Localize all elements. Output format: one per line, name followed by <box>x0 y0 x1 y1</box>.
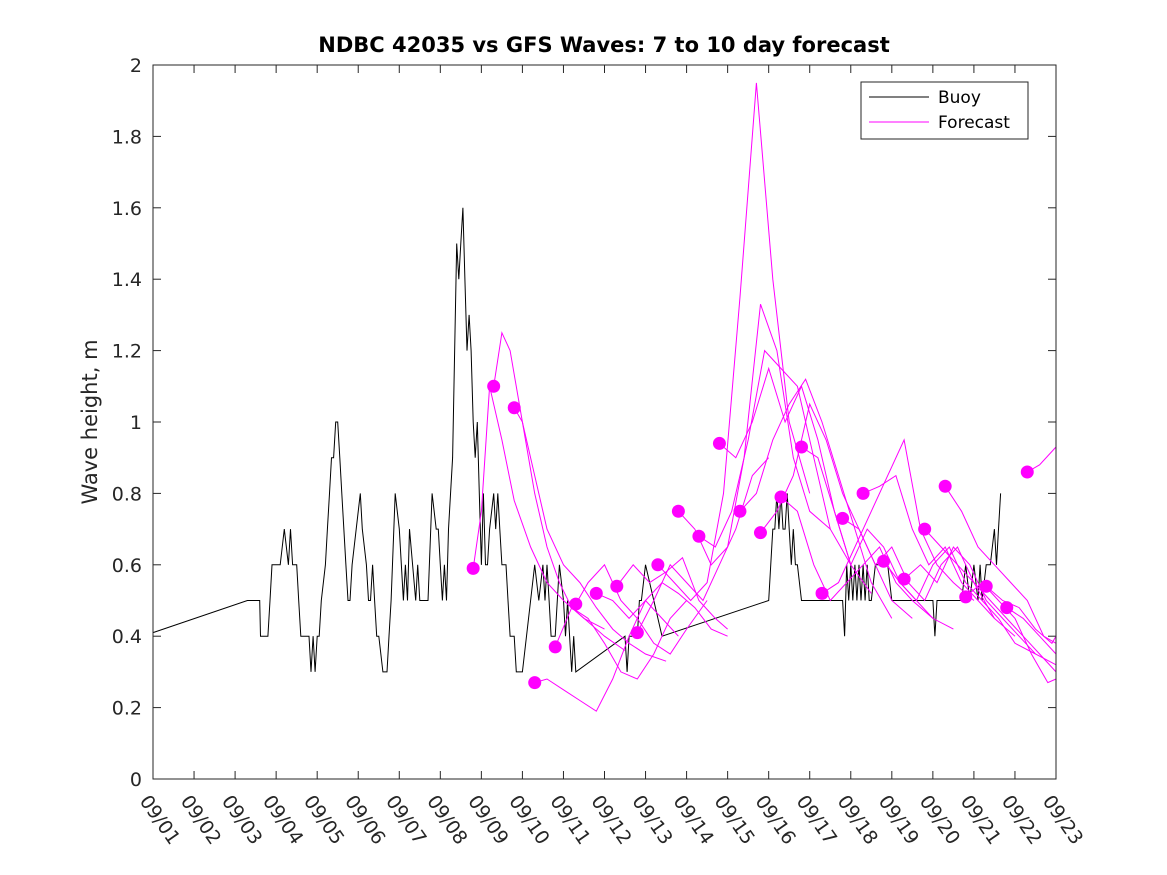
forecast-line <box>924 528 1057 673</box>
legend: Buoy Forecast <box>860 81 1029 140</box>
forecast-marker <box>651 558 665 572</box>
legend-buoy-label: Buoy <box>938 88 981 108</box>
y-tick-label: 1.4 <box>112 269 142 291</box>
buoy-series <box>152 207 1002 673</box>
y-tick-label: 1.6 <box>112 198 142 220</box>
forecast-line <box>801 446 954 630</box>
forecast-line <box>1006 607 1057 655</box>
forecast-marker <box>959 590 973 604</box>
forecast-marker <box>507 401 521 415</box>
forecast-line <box>616 556 728 630</box>
forecast-marker <box>1000 601 1014 615</box>
y-tick-label: 2 <box>130 55 142 77</box>
forecast-line <box>944 486 1057 644</box>
buoy-line <box>152 207 1002 673</box>
y-tick-label: 0.4 <box>112 626 142 648</box>
forecast-marker <box>753 526 767 540</box>
y-tick-label: 0.2 <box>112 698 142 720</box>
forecast-marker <box>938 479 952 493</box>
forecast-line <box>575 563 708 655</box>
y-tick-label: 0.6 <box>112 555 142 577</box>
y-axis-label: Wave height, m <box>78 339 102 504</box>
forecast-line <box>739 378 893 619</box>
forecast-marker <box>877 554 891 568</box>
forecast-line <box>636 457 770 633</box>
forecast-line <box>534 599 679 712</box>
forecast-marker <box>836 511 850 525</box>
forecast-line <box>678 304 831 566</box>
legend-forecast-label: Forecast <box>938 113 1010 133</box>
forecast-marker <box>1020 465 1034 479</box>
forecast-marker <box>569 597 583 611</box>
forecast-markers <box>466 379 1034 690</box>
y-tick-label: 1 <box>130 412 142 434</box>
y-tick-label: 0.8 <box>112 483 142 505</box>
plot-frame <box>152 64 1057 780</box>
forecast-marker <box>589 586 603 600</box>
y-tick-label: 0 <box>130 769 142 791</box>
forecast-marker <box>610 579 624 593</box>
forecast-marker <box>733 504 747 518</box>
forecast-line <box>780 496 934 619</box>
y-axis: 0 0.2 0.4 0.6 0.8 1 1.2 1.4 1.6 1.8 2 <box>112 55 1056 791</box>
forecast-marker <box>856 486 870 500</box>
forecast-line <box>842 517 995 619</box>
forecast-marker <box>466 561 480 575</box>
forecast-marker <box>548 640 562 654</box>
forecast-marker <box>671 504 685 518</box>
forecast-marker <box>774 490 788 504</box>
forecast-line <box>657 82 811 602</box>
forecast-series <box>472 82 1057 712</box>
forecast-marker <box>487 379 501 393</box>
forecast-marker <box>815 586 829 600</box>
forecast-marker <box>692 529 706 543</box>
forecast-line <box>698 349 852 566</box>
forecast-line <box>985 585 1057 645</box>
forecast-line <box>513 407 667 662</box>
forecast-line <box>554 600 687 680</box>
forecast-marker <box>918 522 932 536</box>
forecast-line <box>862 474 1016 637</box>
plot-area <box>153 65 1056 779</box>
y-tick-label: 1.8 <box>112 126 142 148</box>
legend-box <box>860 81 1029 140</box>
forecast-line <box>821 438 975 601</box>
forecast-marker <box>897 572 911 586</box>
y-tick-label: 1.2 <box>112 341 142 363</box>
forecast-marker <box>712 436 726 450</box>
forecast-marker <box>795 440 809 454</box>
forecast-marker <box>979 579 993 593</box>
forecast-marker <box>630 626 644 640</box>
chart-title: NDBC 42035 vs GFS Waves: 7 to 10 day for… <box>318 33 889 57</box>
forecast-marker <box>528 676 542 690</box>
